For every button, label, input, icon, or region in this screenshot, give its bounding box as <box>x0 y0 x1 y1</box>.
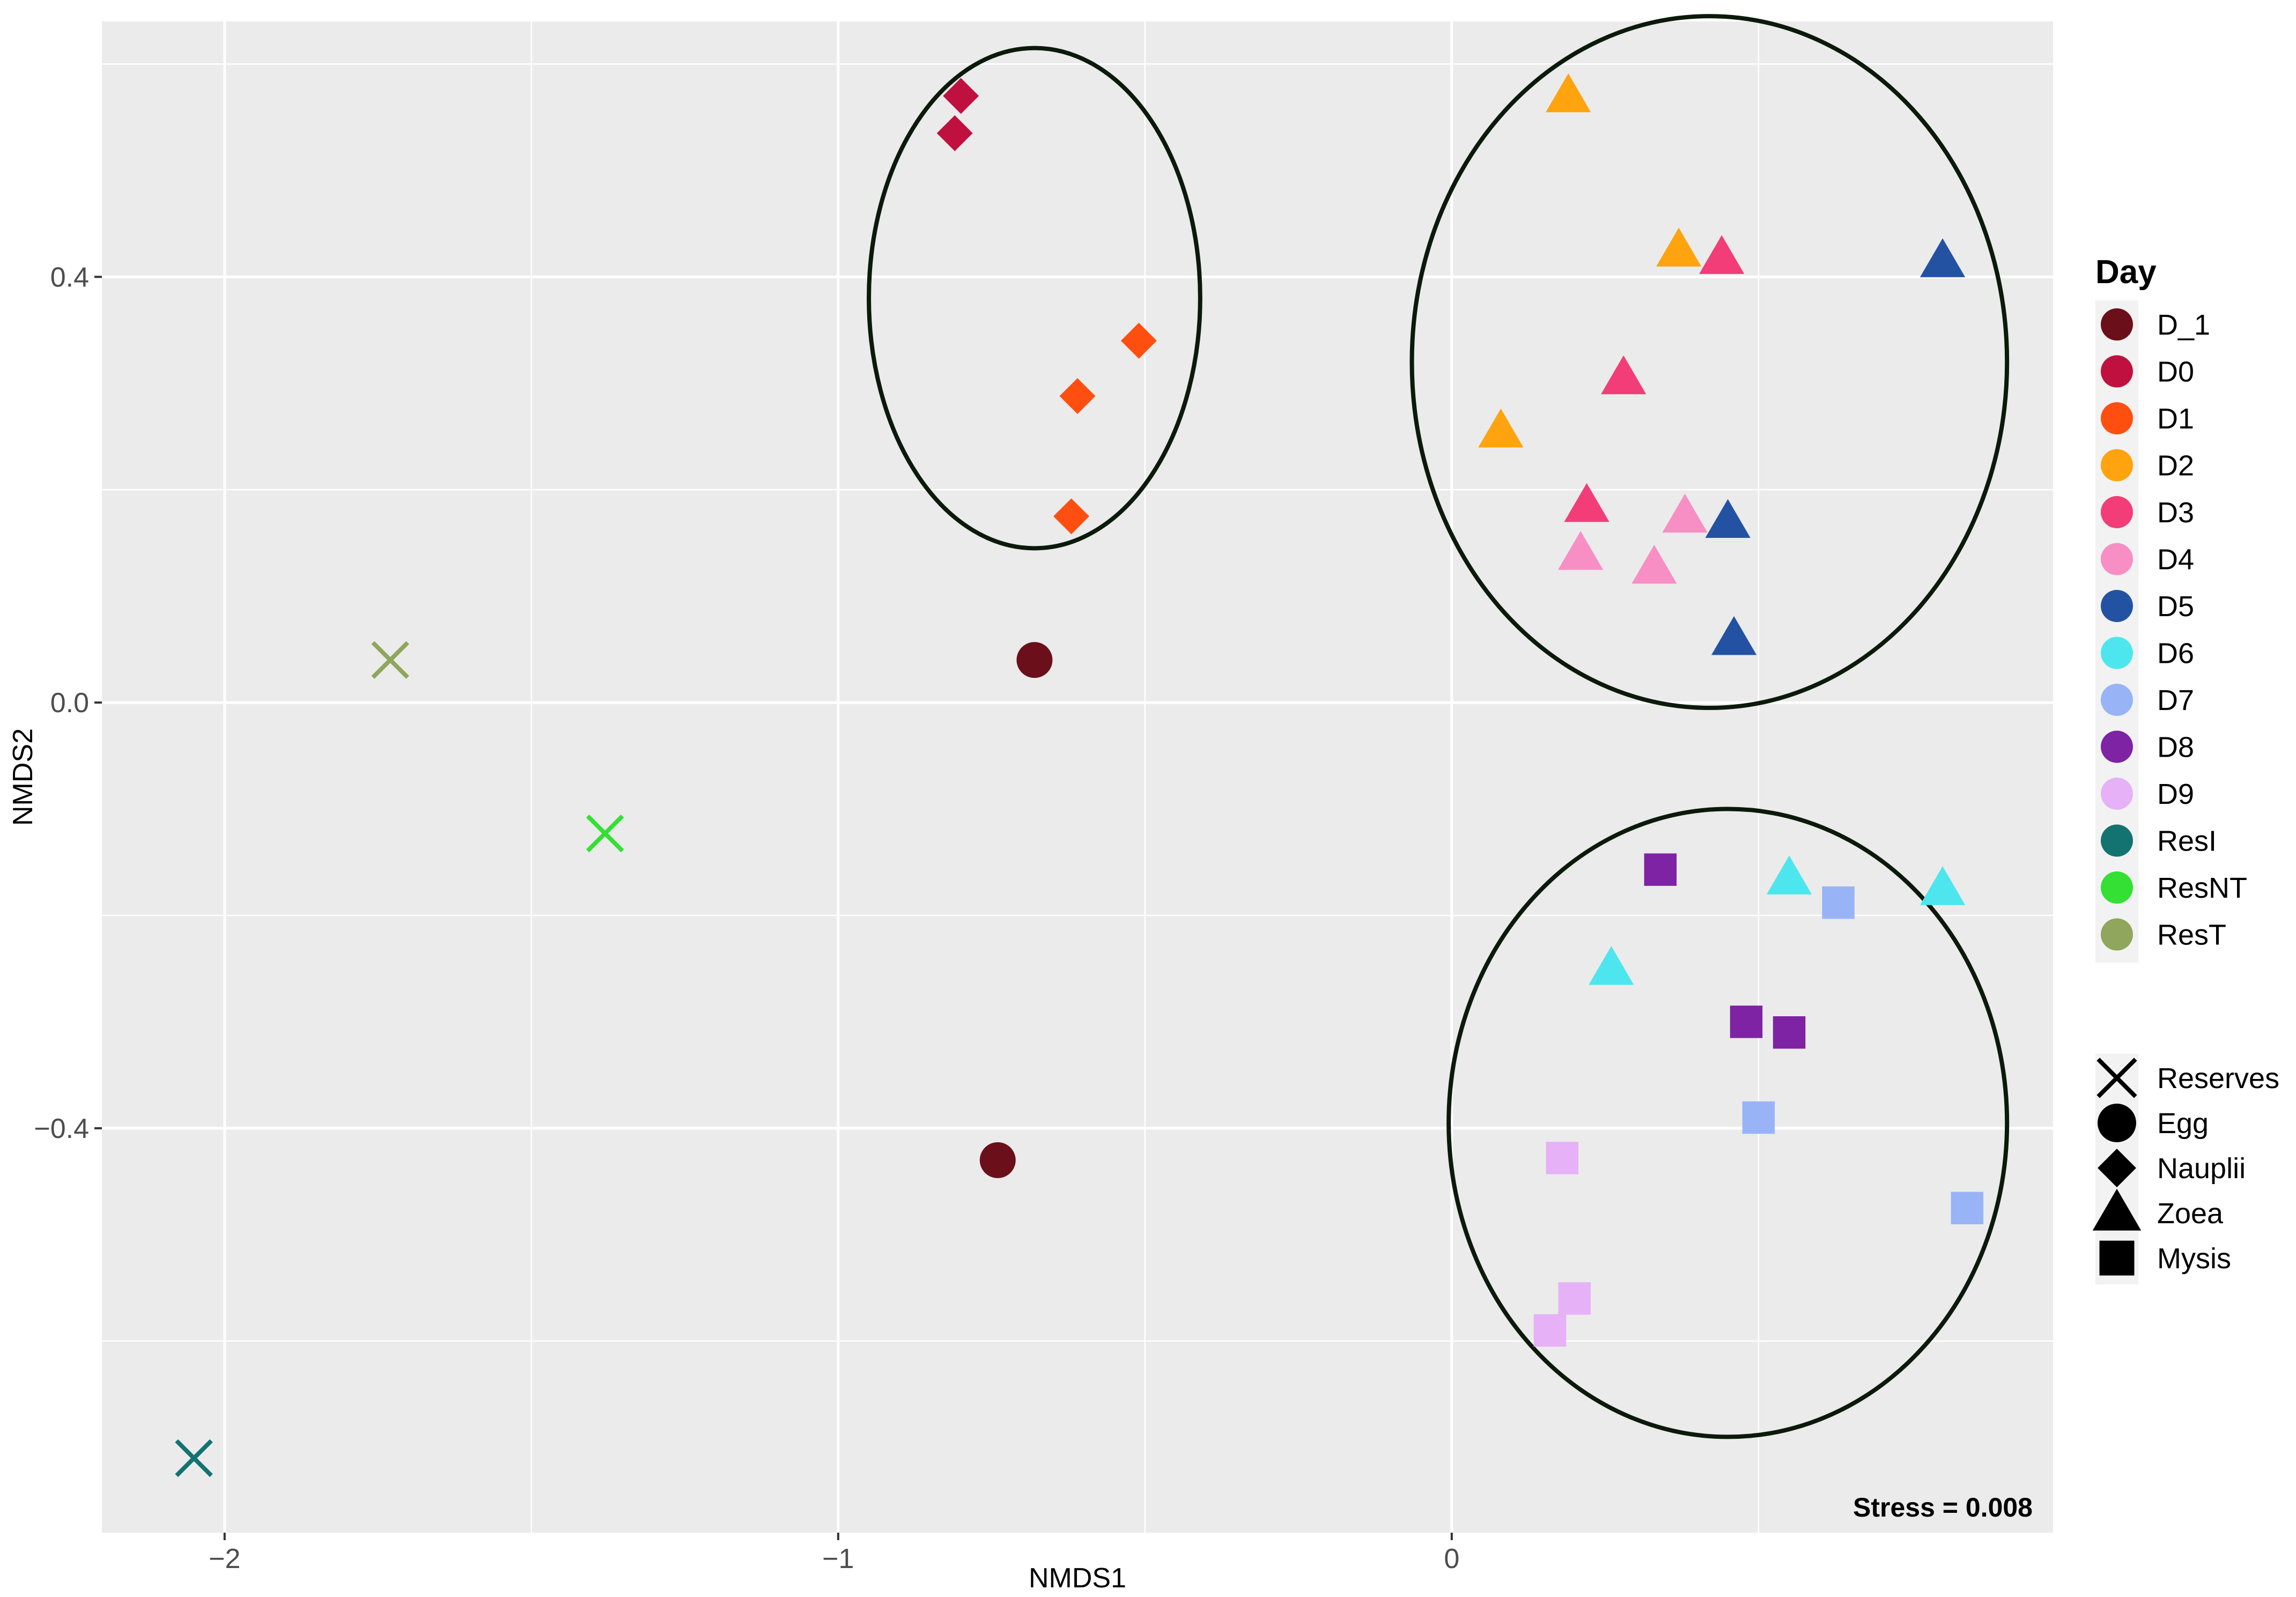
point-D4-triangle <box>1631 544 1677 584</box>
y-tick-label: −0.4 <box>34 1113 89 1144</box>
point-ResT-cross <box>371 641 409 679</box>
point-D_1-circle <box>979 1142 1016 1178</box>
point-D9-square <box>1533 1314 1567 1347</box>
legend-label: D0 <box>2157 356 2194 388</box>
y-axis-title: NMDS2 <box>8 728 39 826</box>
point-D8-square <box>1644 853 1677 886</box>
legend-label: ResT <box>2157 919 2226 951</box>
point-D8-square <box>1773 1016 1806 1049</box>
shape-legend-key-triangle <box>2092 1188 2142 1231</box>
legend-key-D7 <box>2101 684 2133 716</box>
data-points <box>175 73 1984 1477</box>
x-tick-label: 0 <box>1444 1543 1459 1574</box>
x-axis-ticks: −2 −1 0 <box>209 1533 1459 1574</box>
point-D4-triangle <box>1557 531 1604 570</box>
legend-key-D_1 <box>2101 308 2133 341</box>
x-tick-label: −2 <box>209 1543 240 1574</box>
plot-panel <box>102 21 2053 1533</box>
shape-legend-label: Egg <box>2157 1107 2209 1140</box>
legend-key-background <box>2095 300 2138 963</box>
cluster-ellipse <box>867 46 1202 551</box>
point-D3-triangle <box>1601 355 1647 395</box>
shape-legend-key-diamond <box>2098 1149 2136 1187</box>
shape-legend-key-cross <box>2096 1058 2137 1098</box>
point-D5-triangle <box>1920 238 1966 277</box>
point-D1-diamond <box>1053 498 1090 535</box>
grid-major-lines <box>102 21 2053 1533</box>
point-D0-diamond <box>936 115 973 151</box>
legend-key-D1 <box>2101 402 2133 434</box>
point-D3-triangle <box>1699 235 1745 274</box>
point-D6-triangle <box>1589 946 1634 985</box>
cluster-ellipse <box>1409 14 2010 711</box>
point-D7-square <box>1822 886 1855 919</box>
point-D1-diamond <box>1120 322 1157 359</box>
legend-label: D_1 <box>2157 309 2210 341</box>
point-D5-triangle <box>1711 616 1757 655</box>
point-ResNT-cross <box>586 814 624 853</box>
grid-minor-lines <box>102 21 2053 1533</box>
point-D2-triangle <box>1478 408 1524 448</box>
point-D1-diamond <box>1059 378 1096 415</box>
legend-key-ResNT <box>2101 871 2133 904</box>
legend-label: ResI <box>2157 825 2217 857</box>
shape-legend-label: Reserves <box>2157 1062 2279 1095</box>
cluster-ellipse <box>1446 807 2010 1439</box>
legend-title: Day <box>2095 254 2157 291</box>
legend-label: ResNT <box>2157 872 2247 904</box>
shape-legend-label: Nauplii <box>2157 1152 2246 1185</box>
legend-label: D5 <box>2157 590 2194 623</box>
point-D5-triangle <box>1705 499 1751 538</box>
legend-label: D4 <box>2157 544 2194 576</box>
legend-key-D4 <box>2101 543 2133 575</box>
day-legend: Day D_1 D0 D1 D2 D3 D4 D5 D6 D7 D8 D9 ResI ResNT ResT <box>2095 254 2247 963</box>
legend-key-ResT <box>2101 918 2133 951</box>
legend-key-D6 <box>2101 637 2133 669</box>
point-D2-triangle <box>1656 227 1702 267</box>
legend-label: D2 <box>2157 450 2194 482</box>
shape-legend-label: Mysis <box>2157 1243 2231 1275</box>
legend-key-ResI <box>2101 824 2133 857</box>
legend-key-D2 <box>2101 449 2133 482</box>
legend-label: D9 <box>2157 778 2194 810</box>
legend-key-D8 <box>2101 730 2133 763</box>
legend-label: D3 <box>2157 497 2194 529</box>
stage-legend: Reserves Egg Nauplii Zoea Mysis <box>2092 1054 2279 1284</box>
legend-key-D3 <box>2101 496 2133 528</box>
legend-key-D9 <box>2101 778 2133 810</box>
point-D_1-circle <box>1016 642 1053 678</box>
point-D2-triangle <box>1546 73 1591 113</box>
point-ResI-cross <box>175 1439 213 1477</box>
point-D0-diamond <box>943 78 979 114</box>
legend-key-D0 <box>2101 355 2133 388</box>
cluster-ellipses <box>867 14 2010 1439</box>
stress-annotation: Stress = 0.008 <box>1853 1492 2033 1522</box>
point-D4-triangle <box>1662 493 1708 533</box>
point-D8-square <box>1730 1005 1763 1038</box>
legend-key-D5 <box>2101 590 2133 622</box>
point-D3-triangle <box>1564 483 1610 522</box>
point-D7-square <box>1742 1101 1775 1134</box>
y-tick-label: 0.0 <box>50 687 89 719</box>
y-axis-ticks: 0.4 0.0 −0.4 <box>34 262 102 1144</box>
point-D9-square <box>1546 1142 1579 1174</box>
point-D7-square <box>1951 1192 1984 1224</box>
shape-legend-key-circle <box>2098 1104 2136 1142</box>
legend-label: D8 <box>2157 731 2194 764</box>
legend-label: D6 <box>2157 638 2194 670</box>
legend-label: D1 <box>2157 403 2194 435</box>
legend-label: D7 <box>2157 684 2194 716</box>
shape-legend-key-square <box>2099 1240 2135 1276</box>
y-tick-label: 0.4 <box>50 262 89 293</box>
point-D9-square <box>1558 1282 1591 1315</box>
point-D6-triangle <box>1766 855 1812 894</box>
x-axis-title: NMDS1 <box>1029 1563 1126 1594</box>
point-D6-triangle <box>1920 866 1966 905</box>
x-tick-label: −1 <box>822 1543 854 1574</box>
shape-legend-label: Zoea <box>2157 1197 2224 1230</box>
